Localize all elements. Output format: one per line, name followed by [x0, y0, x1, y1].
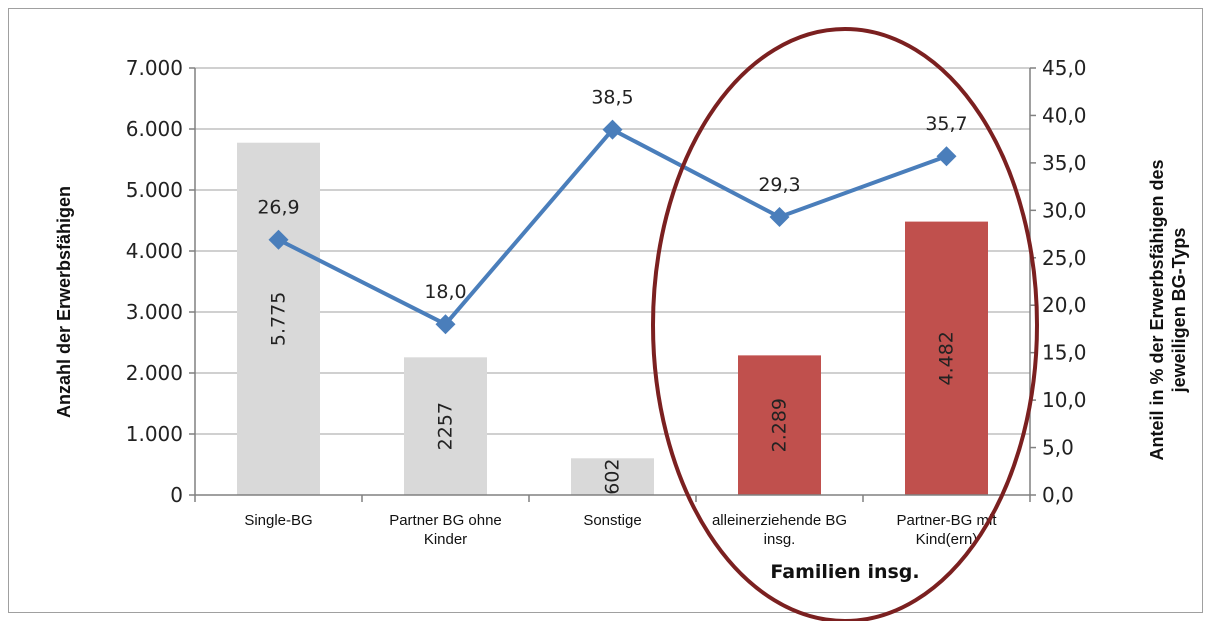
line-marker — [936, 146, 957, 167]
line-value-label: 26,9 — [257, 197, 299, 219]
group-annotation-label: Familien insg. — [770, 561, 919, 583]
y-right-tick-label: 10,0 — [1042, 388, 1087, 412]
bar-value-label: 4.482 — [936, 331, 958, 385]
category-labels: Single-BG Partner BG ohne Kinder Sonstige al… — [244, 512, 997, 548]
y-left-tick-label: 4.000 — [126, 239, 183, 263]
line-value-labels: 26,9 18,0 38,5 29,3 35,7 — [257, 87, 967, 304]
bar-0 — [237, 142, 320, 495]
y-right-axis-title-line1: Anteil in % der Erwerbsfähigen des — [1147, 159, 1167, 460]
y-right-tick-label: 40,0 — [1042, 103, 1087, 127]
axes — [194, 68, 1031, 502]
category-label: Partner-BG mit Kind(ern) — [896, 512, 997, 548]
right-axis-ticks: 0,0 5,0 10,0 15,0 20,0 25,0 30,0 35,0 40,0 45,0 — [1030, 56, 1087, 507]
line-marker — [769, 206, 790, 227]
bar-1 — [404, 357, 487, 495]
share-line — [268, 119, 957, 335]
line-value-label: 38,5 — [591, 87, 633, 109]
line-value-label: 29,3 — [758, 174, 800, 196]
bar-value-label: 602 — [602, 459, 624, 495]
family-group-ellipse — [651, 27, 1039, 621]
y-right-tick-label: 0,0 — [1042, 483, 1074, 507]
y-left-tick-label: 2.000 — [126, 361, 183, 385]
bar-2 — [571, 458, 654, 495]
chart-frame — [8, 8, 1203, 613]
y-right-tick-label: 35,0 — [1042, 151, 1087, 175]
y-left-tick-label: 5.000 — [126, 178, 183, 202]
bars: 5.775 2257 602 2.289 4.482 — [237, 142, 988, 495]
bar-4 — [905, 221, 988, 495]
category-label: Partner BG ohne Kinder — [389, 512, 502, 548]
share-line-path — [277, 127, 948, 327]
bar-value-label: 2257 — [435, 402, 457, 450]
line-marker — [268, 229, 289, 250]
y-left-tick-label: 3.000 — [126, 300, 183, 324]
bar-value-label: 2.289 — [769, 398, 791, 452]
y-left-tick-label: 1.000 — [126, 422, 183, 446]
category-label: Single-BG — [244, 512, 312, 529]
y-right-tick-label: 5,0 — [1042, 436, 1074, 460]
bar-value-label: 5.775 — [268, 292, 290, 346]
category-label: Sonstige — [583, 512, 641, 529]
y-left-tick-label: 0 — [170, 483, 183, 507]
y-right-tick-label: 30,0 — [1042, 198, 1087, 222]
y-right-axis-title-line2: jeweiligen BG-Typs — [1169, 228, 1189, 394]
line-value-label: 35,7 — [925, 113, 967, 135]
line-marker — [435, 314, 456, 335]
y-left-tick-label: 7.000 — [126, 56, 183, 80]
category-label: alleinerziehende BG insg. — [712, 512, 847, 548]
y-right-tick-label: 45,0 — [1042, 56, 1087, 80]
y-left-tick-label: 6.000 — [126, 117, 183, 141]
bar-3 — [738, 355, 821, 495]
y-right-tick-label: 25,0 — [1042, 246, 1087, 270]
y-right-tick-label: 20,0 — [1042, 293, 1087, 317]
y-right-tick-label: 15,0 — [1042, 341, 1087, 365]
left-axis-ticks: 0 1.000 2.000 3.000 4.000 5.000 6.000 7.000 — [126, 56, 195, 507]
line-marker — [602, 119, 623, 140]
y-left-axis-title: Anzahl der Erwerbsfähigen — [54, 186, 74, 418]
line-value-label: 18,0 — [424, 281, 466, 303]
